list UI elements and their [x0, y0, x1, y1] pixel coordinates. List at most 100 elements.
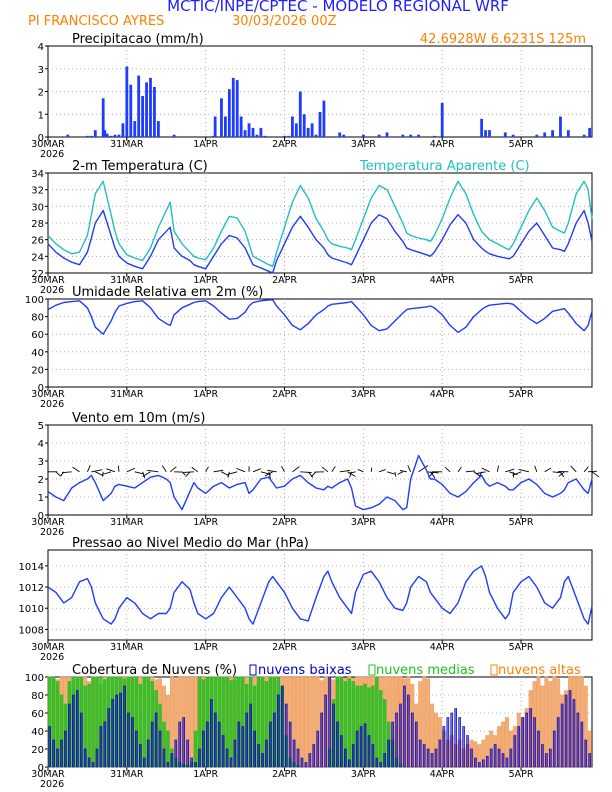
- cloud-bar-low: [202, 730, 205, 768]
- wind-arrow: [227, 471, 230, 478]
- cloud-bar-low: [292, 739, 296, 768]
- cloud-bar-low: [391, 721, 394, 768]
- cloud-bar-low: [300, 757, 304, 768]
- cloud-bar-low: [324, 694, 327, 768]
- wind-arrow: [465, 470, 476, 473]
- cloud-bar-low: [198, 748, 201, 768]
- cloud-bar-low: [560, 703, 564, 768]
- cloud-bar-low: [407, 694, 410, 768]
- precip-bar: [153, 86, 156, 137]
- wind-arrow: [560, 471, 565, 478]
- wind-arrow: [102, 471, 112, 475]
- panel-frame: [47, 549, 593, 641]
- wind-arrow: [101, 471, 104, 477]
- cloud-bar-low: [371, 744, 375, 768]
- precip-bar: [535, 134, 539, 137]
- y-tick-label: 60: [31, 330, 44, 341]
- precip-bar: [484, 130, 487, 137]
- precip-bar: [409, 134, 413, 137]
- x-year-label: 2026: [40, 527, 64, 538]
- cloud-bar-low: [355, 730, 359, 768]
- panel-title: Vento em 10m (m/s): [72, 411, 205, 426]
- cloud-bar-low: [91, 762, 95, 768]
- wind-arrow: [213, 469, 224, 473]
- cloud-bar-low: [111, 699, 115, 768]
- y-tick-label: 30: [31, 202, 44, 213]
- wind-arrow: [300, 471, 312, 473]
- x-tick-label: 3APR: [351, 139, 376, 150]
- wind-arrow: [191, 466, 199, 473]
- y-tick-label: 1012: [19, 583, 44, 594]
- cloud-bar-low: [48, 726, 51, 768]
- cloud-bar-low: [245, 712, 249, 768]
- cloud-bar-low: [529, 708, 532, 768]
- cloud-bar-low: [99, 726, 103, 768]
- cloud-bar-low: [280, 685, 284, 768]
- panel-title: 2-m Temperatura (C): [72, 159, 208, 174]
- cloud-bar-green: [229, 680, 233, 768]
- cloud-bar-low: [545, 753, 548, 768]
- cloud-bar-low: [123, 685, 126, 768]
- cloud-bar-low: [387, 739, 390, 768]
- precip-bar: [291, 116, 294, 137]
- cloud-bar-low: [446, 717, 450, 768]
- legend-low-swatch: [249, 664, 257, 676]
- cloud-bar-low: [190, 757, 193, 768]
- precip-bar: [287, 135, 290, 137]
- cloud-bar-green: [142, 676, 147, 768]
- cloud-bar-low: [296, 748, 300, 768]
- cloud-bar-low: [367, 735, 371, 768]
- cloud-bar-low: [72, 694, 75, 768]
- cloud-bar-low: [142, 757, 146, 768]
- cloud-bar-low: [60, 739, 63, 768]
- cloud-bar-low: [497, 748, 501, 768]
- y-tick-label: 3: [38, 457, 44, 468]
- x-tick-label: 30MAR: [31, 517, 65, 528]
- precip-bar: [113, 134, 117, 137]
- cloud-bar-low: [481, 759, 485, 768]
- wind-arrow: [252, 468, 262, 473]
- cloud-bar-low: [363, 723, 367, 768]
- wind-arrow: [394, 471, 397, 477]
- wind-arrow: [126, 467, 136, 473]
- precip-bar: [503, 132, 507, 137]
- precip-bar: [137, 75, 141, 137]
- y-tick-label: 1014: [19, 562, 44, 573]
- x-tick-label: 4APR: [430, 275, 455, 286]
- y-tick-label: 32: [31, 186, 44, 197]
- cloud-bar-low: [284, 703, 288, 768]
- y-tick-label: 28: [31, 219, 44, 230]
- precip-bar: [247, 123, 251, 137]
- x-year-label: 2026: [40, 779, 64, 790]
- x-tick-label: 1APR: [193, 139, 218, 150]
- wind-arrow: [205, 466, 209, 473]
- station-location: 42.6928W 6.6231S 125m: [420, 32, 586, 47]
- cloud-bar-low: [312, 744, 316, 768]
- wind-arrow: [481, 467, 490, 473]
- cloud-bar-low: [340, 735, 343, 768]
- precip-bar: [302, 114, 306, 137]
- wind-arrow: [558, 471, 565, 477]
- cloud-bar-high: [299, 676, 304, 768]
- precip-bar: [263, 135, 267, 137]
- y-tick-label: 0: [38, 511, 44, 522]
- cloud-bar-low: [225, 748, 229, 768]
- cloud-bar-low: [454, 708, 458, 768]
- precip-bar: [121, 123, 125, 137]
- y-tick-label: 1010: [19, 604, 44, 615]
- cloud-bar-low: [194, 762, 197, 768]
- cloud-bar-green: [375, 676, 379, 768]
- precip-bar: [213, 116, 217, 137]
- precip-bar: [322, 100, 326, 137]
- precip-bar: [109, 135, 113, 137]
- precip-bar: [212, 135, 215, 137]
- cloud-bar-low: [552, 730, 556, 768]
- x-tick-label: 2APR: [272, 139, 297, 150]
- cloud-bar-low: [139, 744, 142, 768]
- cloud-bar-low: [395, 712, 398, 768]
- panel-title: Pressao ao Nivel Medio do Mar (hPa): [72, 536, 309, 551]
- precip-bar: [239, 116, 243, 137]
- wind-arrow: [544, 467, 552, 473]
- wind-arrow: [347, 471, 356, 477]
- cloud-bar-low: [229, 757, 233, 768]
